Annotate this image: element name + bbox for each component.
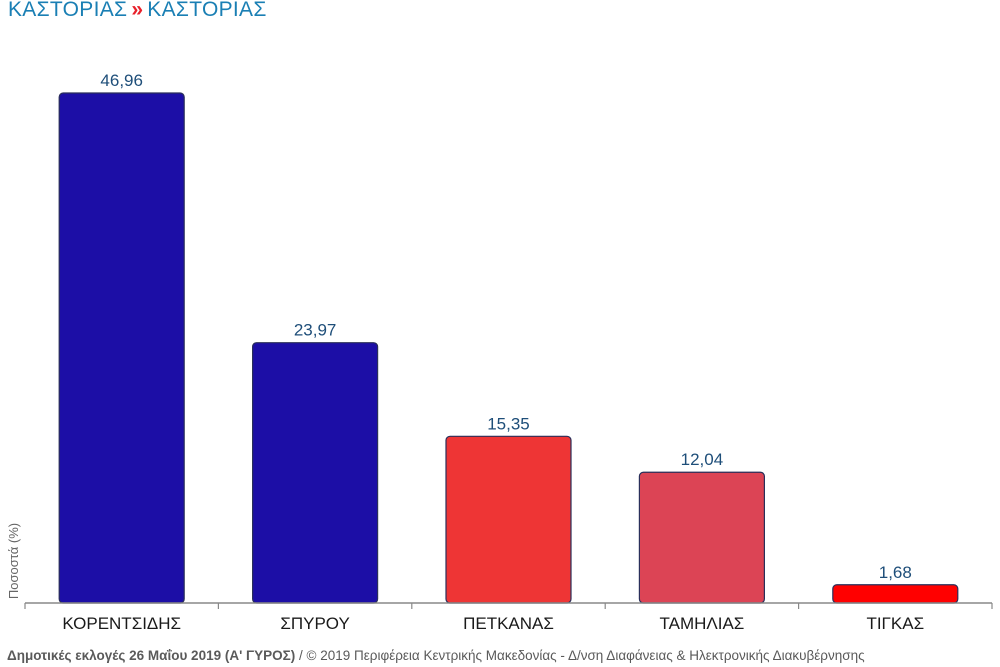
copyright-text: / © 2019 Περιφέρεια Κεντρικής Μακεδονίας…: [295, 648, 865, 663]
footer: Δημοτικές εκλογές 26 Μαΐου 2019 (Α' ΓΥΡΟ…: [7, 648, 865, 663]
bar: [445, 435, 572, 604]
x-tick-label: ΤΙΓΚΑΣ: [866, 614, 924, 633]
data-label: 23,97: [294, 321, 337, 340]
x-tick-label: ΚΟΡΕΝΤΣΙΔΗΣ: [62, 614, 181, 633]
bar: [252, 342, 379, 604]
bar: [832, 584, 959, 604]
chart-header: ΚΑΣΤΟΡΙΑΣ» ΚΑΣΤΟΡΙΑΣ: [8, 0, 267, 22]
bar: [58, 92, 185, 604]
breadcrumb-separator: »: [131, 0, 144, 21]
x-tick-label: ΤΑΜΗΛΙΑΣ: [659, 614, 744, 633]
data-label: 15,35: [487, 414, 530, 433]
y-axis-label: Ποσοστά (%): [6, 523, 21, 599]
data-label: 46,96: [100, 71, 143, 90]
region-name: ΚΑΣΤΟΡΙΑΣ: [8, 0, 128, 21]
data-label: 1,68: [879, 563, 912, 582]
election-title: Δημοτικές εκλογές 26 Μαΐου 2019 (Α' ΓΥΡΟ…: [7, 648, 296, 663]
data-label: 12,04: [681, 450, 724, 469]
x-tick-label: ΠΕΤΚΑΝΑΣ: [463, 614, 554, 633]
municipality-name: ΚΑΣΤΟΡΙΑΣ: [147, 0, 267, 21]
x-tick-label: ΣΠΥΡΟΥ: [280, 614, 349, 633]
bar-chart: Ποσοστά (%) 46,96 ΚΟΡΕΝΤΣΙΔΗΣ 23,97 ΣΠΥΡΟΥ 15…: [6, 71, 993, 633]
bar: [638, 471, 766, 604]
